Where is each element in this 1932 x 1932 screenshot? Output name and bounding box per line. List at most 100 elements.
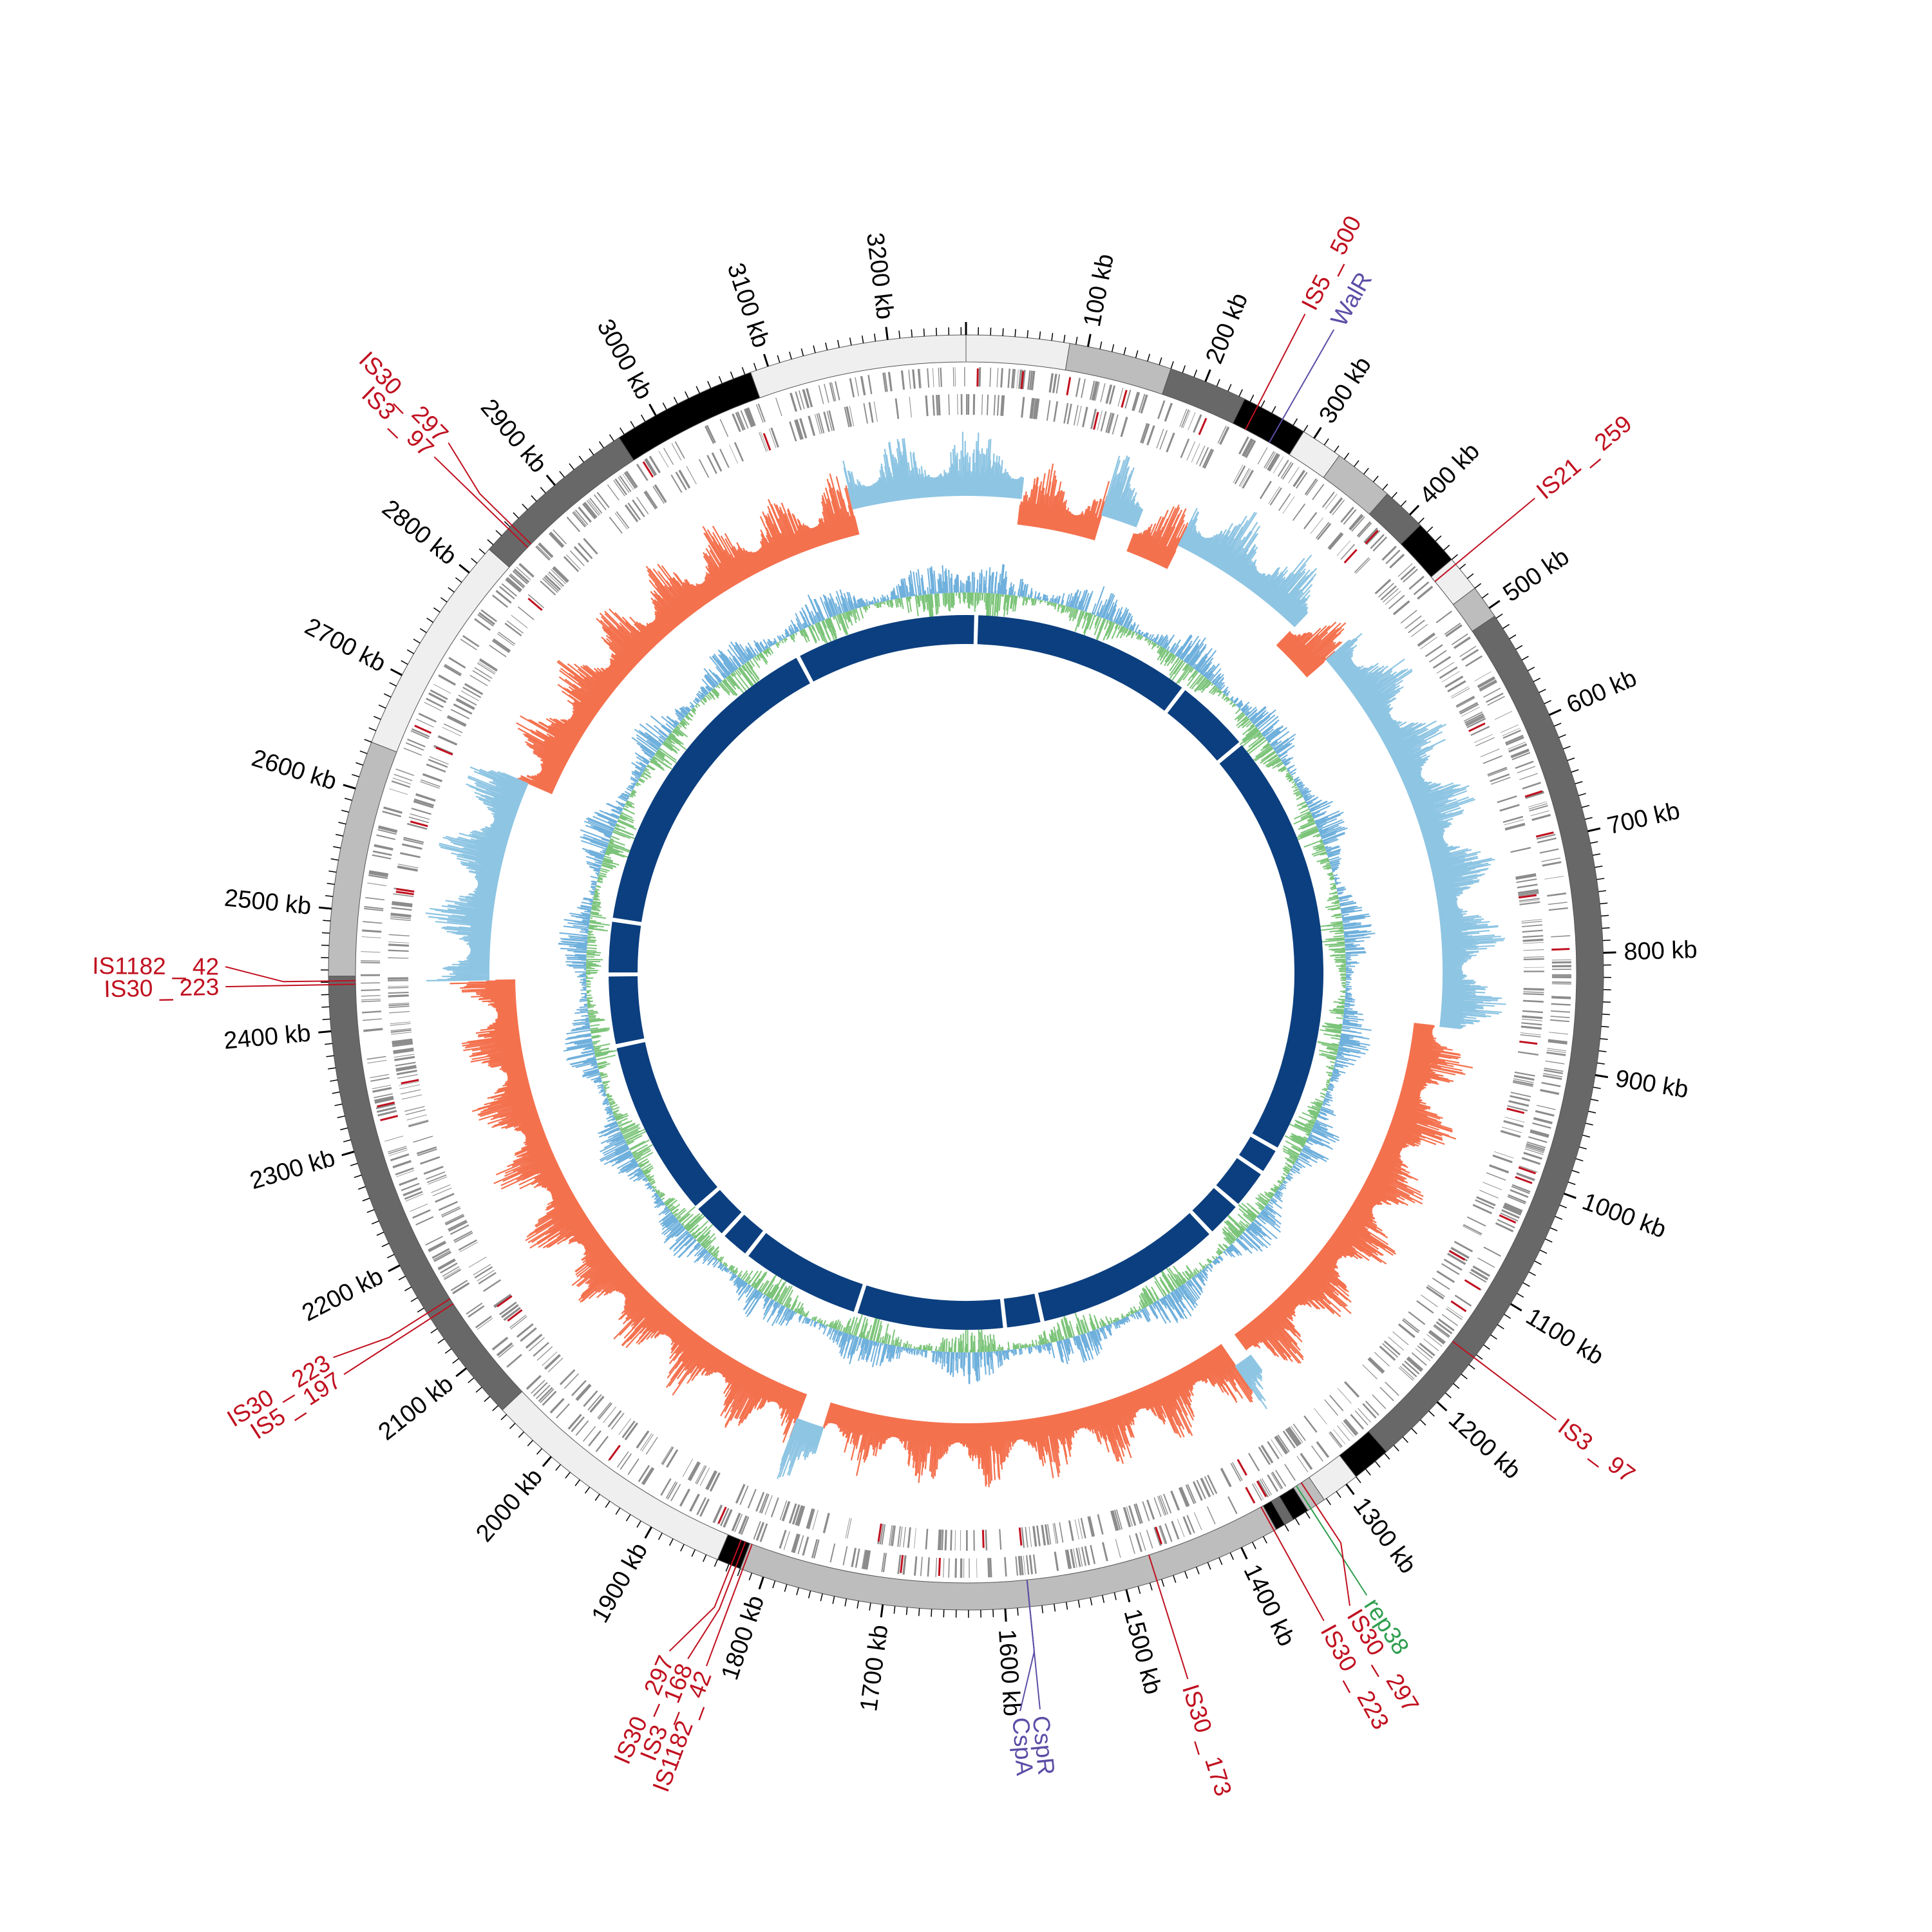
annotation-leader (668, 1539, 742, 1652)
minor-tick (371, 1220, 379, 1225)
minor-tick (518, 1431, 525, 1438)
major-tick (1086, 334, 1092, 347)
major-tick (390, 668, 402, 676)
minor-tick (748, 1573, 753, 1581)
major-tick (1345, 1483, 1355, 1495)
minor-tick (336, 833, 344, 837)
annotation-leader (343, 1303, 454, 1375)
major-tick (1603, 951, 1616, 954)
minor-tick (487, 539, 494, 545)
minor-tick (437, 1338, 445, 1344)
minor-tick (1466, 573, 1474, 579)
minor-tick (1363, 468, 1369, 475)
coordinate-label: 100 kb (1079, 252, 1119, 329)
minor-tick (869, 1602, 871, 1611)
minor-tick (1216, 379, 1220, 387)
minor-tick (401, 660, 408, 665)
coordinate-label: 800 kb (1624, 936, 1698, 965)
coordinate-label: 1600 kb (993, 1629, 1025, 1718)
major-tick (341, 1150, 355, 1157)
minor-tick (364, 739, 372, 743)
minor-tick (1090, 1597, 1093, 1605)
minor-tick (343, 1139, 351, 1142)
gene-marks (361, 367, 1571, 1578)
minor-tick (1558, 734, 1566, 738)
minor-tick (1149, 1582, 1153, 1591)
major-tick (1549, 708, 1562, 716)
major-tick (762, 354, 770, 367)
minor-tick (1582, 804, 1590, 808)
minor-tick (808, 1590, 811, 1598)
minor-tick (1585, 1122, 1593, 1126)
annotation-leader (433, 456, 529, 548)
minor-tick (703, 1554, 707, 1562)
minor-tick (861, 335, 864, 344)
coordinate-label: 400 kb (1414, 438, 1485, 509)
minor-tick (772, 1580, 776, 1589)
major-tick (318, 906, 332, 910)
major-tick (388, 1264, 401, 1273)
minor-tick (340, 1127, 348, 1131)
minor-tick (1063, 334, 1066, 343)
coordinate-label: 1900 kb (587, 1539, 653, 1627)
minor-tick (471, 558, 478, 564)
minor-tick (1382, 484, 1388, 491)
minor-tick (1527, 667, 1535, 672)
minor-tick (325, 1043, 333, 1045)
minor-tick (685, 391, 689, 399)
minor-tick (1262, 1536, 1267, 1544)
minor-tick (1428, 1410, 1435, 1417)
segment-block (739, 1505, 1277, 1611)
minor-tick (578, 455, 585, 463)
minor-tick (1195, 1566, 1200, 1575)
minor-tick (1343, 453, 1350, 460)
minor-tick (555, 1464, 562, 1471)
minor-tick (1475, 1354, 1483, 1360)
minor-tick (513, 512, 519, 519)
minor-tick (440, 597, 448, 603)
coordinate-label: 2500 kb (223, 884, 312, 920)
minor-tick (1598, 890, 1607, 893)
minor-tick (495, 530, 502, 536)
inner-block (724, 1215, 763, 1254)
minor-tick (1483, 1344, 1490, 1350)
minor-tick (784, 1584, 788, 1592)
minor-tick (1161, 1579, 1165, 1587)
coordinate-label: 2800 kb (377, 495, 462, 571)
coordinate-label: 1800 kb (716, 1592, 770, 1683)
minor-tick (500, 1414, 507, 1421)
minor-tick (1374, 1461, 1381, 1468)
coordinate-label: 2900 kb (475, 394, 552, 478)
minor-tick (338, 822, 346, 825)
minor-tick (504, 521, 511, 527)
minor-tick (373, 715, 381, 720)
minor-tick (1522, 1282, 1530, 1287)
minor-tick (1490, 1334, 1497, 1340)
segment-block (371, 549, 510, 753)
inner-block (857, 1285, 1003, 1330)
minor-tick (559, 471, 565, 478)
minor-tick (857, 1600, 859, 1609)
minor-tick (368, 727, 377, 732)
minor-tick (426, 618, 434, 623)
minor-tick (1481, 593, 1489, 599)
minor-tick (1453, 1383, 1460, 1389)
inner-block (609, 922, 641, 972)
minor-tick (359, 750, 368, 754)
minor-tick (1544, 700, 1551, 705)
minor-tick (531, 495, 537, 502)
minor-tick (1504, 1314, 1511, 1319)
minor-tick (355, 762, 364, 766)
minor-tick (636, 1520, 641, 1528)
minor-tick (1567, 757, 1575, 761)
minor-tick (1054, 1604, 1056, 1612)
minor-tick (662, 402, 667, 410)
minor-tick (574, 1479, 580, 1486)
annotation-leader (687, 1541, 746, 1660)
inner-block (1219, 745, 1323, 1148)
minor-tick (1354, 460, 1359, 468)
gc-content-low (585, 592, 1347, 1353)
minor-tick (641, 414, 646, 422)
major-tick (885, 327, 889, 340)
inner-block (1216, 1158, 1261, 1204)
